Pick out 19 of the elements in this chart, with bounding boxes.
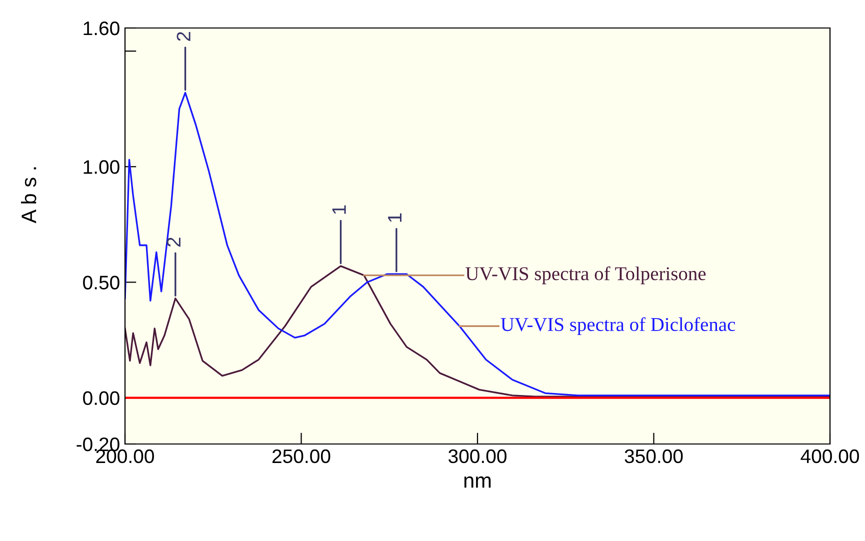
- annotation: 2: [166, 238, 180, 247]
- x-tick-label: 250.00: [272, 449, 330, 464]
- x-axis-title: nm: [464, 476, 491, 488]
- x-tick-label: 200.00: [96, 449, 154, 464]
- text: UV-VIS spectra of Tolperisone: [466, 266, 706, 284]
- y-axis-title: A b s .: [20, 167, 36, 224]
- x-tick-label: 300.00: [448, 449, 506, 464]
- series-label: UV-VIS spectra of Diclofenac: [500, 317, 736, 336]
- annotation: 2: [176, 32, 190, 41]
- y-tick-label: 0.00: [83, 391, 120, 406]
- annotation: 1: [332, 205, 346, 214]
- x-tick-label: 350.00: [624, 449, 683, 464]
- x-tick-label: 400.00: [800, 449, 859, 464]
- y-tick-label: 1.60: [84, 21, 120, 36]
- line-series: [125, 92, 830, 396]
- y-tick-label: 1.00: [84, 160, 120, 174]
- y-tick-label: 0.50: [83, 276, 120, 290]
- annotation: 1: [388, 213, 402, 222]
- y-tick-label: -0.20: [76, 437, 120, 452]
